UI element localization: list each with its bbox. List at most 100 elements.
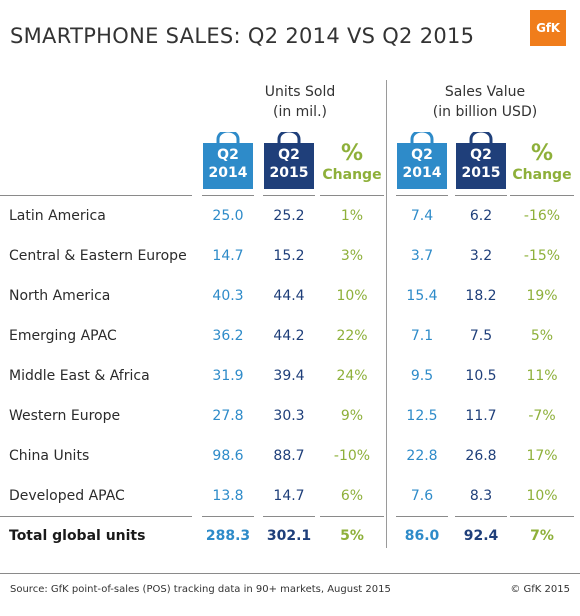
total-separator xyxy=(510,516,574,517)
row-label: Latin America xyxy=(9,208,106,224)
units-sold-header: Units Sold (in mil.) xyxy=(240,82,360,122)
shopping-bag-icon xyxy=(397,132,447,189)
units-2015-cell: 302.1 xyxy=(266,528,312,544)
value-change-cell: 7% xyxy=(530,528,554,544)
table-row: Latin America 25.0 25.2 1% 7.4 6.2 -16% xyxy=(0,196,580,236)
units-change-cell: 5% xyxy=(340,528,364,544)
bag-line2: 2014 xyxy=(402,165,442,181)
value-change-cell: -7% xyxy=(528,408,556,424)
bag-line1: Q2 xyxy=(411,147,433,163)
units-pct-change-header: % Change xyxy=(320,142,384,184)
total-separator xyxy=(202,516,254,517)
table-row: Emerging APAC 36.2 44.2 22% 7.1 7.5 5% xyxy=(0,316,580,356)
row-label: Central & Eastern Europe xyxy=(9,248,187,264)
source-note: Source: GfK point-of-sales (POS) trackin… xyxy=(10,584,391,595)
value-2015-cell: 10.5 xyxy=(465,368,497,384)
value-change-cell: 10% xyxy=(526,488,558,504)
total-separator xyxy=(0,516,192,517)
value-change-cell: -16% xyxy=(523,208,561,224)
value-2014-cell: 7.4 xyxy=(410,208,434,224)
units-2015-cell: 88.7 xyxy=(273,448,305,464)
value-2014-cell: 86.0 xyxy=(404,528,440,544)
shopping-bag-icon xyxy=(264,132,314,189)
value-2015-cell: 18.2 xyxy=(465,288,497,304)
change-label: Change xyxy=(322,167,382,183)
header-underline xyxy=(320,195,384,196)
units-2014-cell: 27.8 xyxy=(212,408,244,424)
total-separator xyxy=(320,516,384,517)
units-2014-cell: 288.3 xyxy=(205,528,251,544)
gfk-logo: GfK xyxy=(530,10,566,46)
units-change-cell: 1% xyxy=(340,208,364,224)
units-change-cell: 24% xyxy=(336,368,368,384)
row-label: Developed APAC xyxy=(9,488,125,504)
percent-symbol: % xyxy=(530,141,554,166)
units-2015-cell: 14.7 xyxy=(273,488,305,504)
units-sold-header-line1: Units Sold xyxy=(264,84,336,100)
value-2014-cell: 9.5 xyxy=(410,368,434,384)
chart-title: SMARTPHONE SALES: Q2 2014 VS Q2 2015 xyxy=(10,24,475,48)
bag-line2: 2015 xyxy=(461,165,501,181)
units-change-cell: 9% xyxy=(340,408,364,424)
table-row: China Units 98.6 88.7 -10% 22.8 26.8 17% xyxy=(0,436,580,476)
row-label: Western Europe xyxy=(9,408,121,424)
value-2015-cell: 8.3 xyxy=(469,488,493,504)
table-row: Central & Eastern Europe 14.7 15.2 3% 3.… xyxy=(0,236,580,276)
shopping-bag-icon xyxy=(203,132,253,189)
header-underline xyxy=(202,195,254,196)
shopping-bag-icon xyxy=(456,132,506,189)
value-2015-cell: 26.8 xyxy=(465,448,497,464)
row-label: North America xyxy=(9,288,111,304)
header-underline xyxy=(510,195,574,196)
value-2014-cell: 3.7 xyxy=(410,248,434,264)
value-2014-cell: 7.1 xyxy=(410,328,434,344)
row-label: Total global units xyxy=(9,528,146,544)
header-underline xyxy=(0,195,192,196)
q2015-units-header-bag: Q2 2015 xyxy=(263,132,315,190)
units-2014-cell: 36.2 xyxy=(212,328,244,344)
bag-line2: 2014 xyxy=(208,165,248,181)
units-2014-cell: 25.0 xyxy=(212,208,244,224)
units-change-cell: 22% xyxy=(336,328,368,344)
units-change-cell: 10% xyxy=(336,288,368,304)
value-change-cell: -15% xyxy=(523,248,561,264)
sales-value-header-line2: (in billion USD) xyxy=(432,104,538,120)
value-2014-cell: 15.4 xyxy=(406,288,438,304)
bag-line1: Q2 xyxy=(470,147,492,163)
column-group-divider xyxy=(386,80,387,548)
units-sold-header-line2: (in mil.) xyxy=(272,104,327,120)
value-2015-cell: 11.7 xyxy=(465,408,497,424)
units-2014-cell: 98.6 xyxy=(212,448,244,464)
value-2015-cell: 6.2 xyxy=(469,208,493,224)
value-2015-cell: 3.2 xyxy=(469,248,493,264)
units-2014-cell: 13.8 xyxy=(212,488,244,504)
table-row: Western Europe 27.8 30.3 9% 12.5 11.7 -7… xyxy=(0,396,580,436)
units-change-cell: 3% xyxy=(340,248,364,264)
table-row: Middle East & Africa 31.9 39.4 24% 9.5 1… xyxy=(0,356,580,396)
row-label: Emerging APAC xyxy=(9,328,117,344)
units-2015-cell: 15.2 xyxy=(273,248,305,264)
units-2015-cell: 44.2 xyxy=(273,328,305,344)
copyright-note: © GfK 2015 xyxy=(510,584,570,595)
row-label: China Units xyxy=(9,448,90,464)
value-change-cell: 17% xyxy=(526,448,558,464)
q2014-value-header-bag: Q2 2014 xyxy=(396,132,448,190)
sales-value-header-line1: Sales Value xyxy=(444,84,526,100)
value-2015-cell: 7.5 xyxy=(469,328,493,344)
value-pct-change-header: % Change xyxy=(510,142,574,184)
units-change-cell: -10% xyxy=(333,448,371,464)
header-underline xyxy=(455,195,507,196)
row-label: Middle East & Africa xyxy=(9,368,150,384)
q2015-value-header-bag: Q2 2015 xyxy=(455,132,507,190)
bag-line1: Q2 xyxy=(278,147,300,163)
footer-divider xyxy=(0,573,580,574)
value-change-cell: 19% xyxy=(526,288,558,304)
header-underline xyxy=(263,195,315,196)
units-2014-cell: 40.3 xyxy=(212,288,244,304)
value-change-cell: 11% xyxy=(526,368,558,384)
units-2015-cell: 44.4 xyxy=(273,288,305,304)
value-change-cell: 5% xyxy=(530,328,554,344)
q2014-units-header-bag: Q2 2014 xyxy=(202,132,254,190)
units-change-cell: 6% xyxy=(340,488,364,504)
total-separator xyxy=(455,516,507,517)
